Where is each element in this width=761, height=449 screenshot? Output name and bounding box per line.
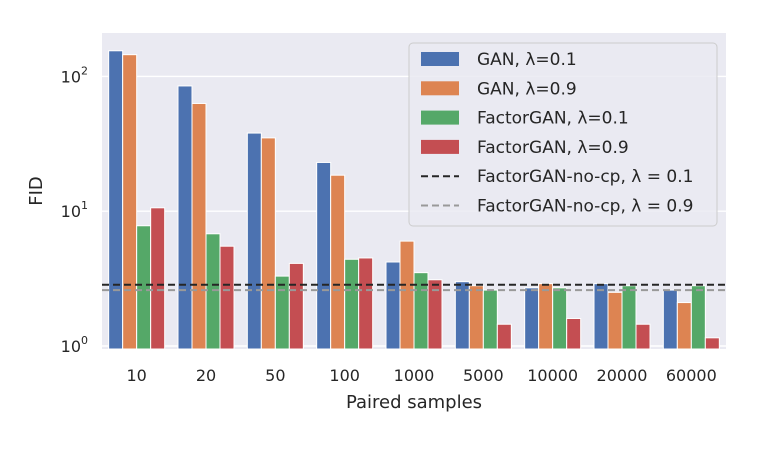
legend-swatch	[421, 110, 459, 125]
x-tick-label: 10000	[527, 366, 578, 385]
bar	[344, 258, 360, 350]
reference-lines	[102, 283, 726, 292]
y-tick-label: 102	[61, 64, 88, 86]
y-tick-label: 100	[61, 334, 88, 356]
bar	[330, 174, 346, 350]
bar	[136, 225, 152, 350]
bar	[676, 302, 692, 350]
bar	[704, 337, 720, 350]
bar	[593, 283, 609, 350]
bar	[385, 261, 401, 350]
bar	[150, 207, 166, 350]
y-tick-labels: 100 101 102	[61, 64, 88, 356]
x-tick-label: 5000	[463, 366, 504, 385]
bar	[482, 289, 498, 350]
bar	[690, 285, 706, 350]
bar	[274, 275, 290, 350]
x-tick-label: 10	[126, 366, 146, 385]
legend-box	[408, 42, 718, 227]
bar	[454, 281, 470, 350]
y-tick-label: 101	[61, 199, 88, 221]
bar	[566, 317, 582, 350]
bar	[219, 245, 235, 350]
bar	[607, 291, 623, 350]
x-tick-label: 50	[265, 366, 285, 385]
legend-entry: GAN, λ=0.1	[477, 50, 577, 70]
legend-swatch	[421, 81, 459, 96]
legend: GAN, λ=0.1 GAN, λ=0.9 FactorGAN, λ=0.1 Fact…	[408, 42, 718, 227]
y-axis-label: FID	[26, 176, 47, 206]
x-tick-label: 20	[196, 366, 216, 385]
bars	[108, 50, 720, 350]
x-tick-label: 20000	[597, 366, 648, 385]
bar	[246, 132, 262, 350]
x-tick-label: 1000	[394, 366, 435, 385]
x-tick-label: 60000	[666, 366, 717, 385]
legend-entry: FactorGAN-no-cp, λ = 0.1	[477, 167, 693, 187]
bar	[496, 323, 512, 350]
bar	[399, 240, 415, 350]
bar	[552, 287, 568, 350]
bar	[662, 289, 678, 350]
bar	[316, 161, 332, 350]
bar	[288, 262, 304, 350]
legend-swatch	[421, 139, 459, 154]
bar	[468, 285, 484, 350]
bar	[427, 279, 443, 350]
bar	[621, 285, 637, 350]
bar	[205, 233, 221, 350]
bar	[177, 85, 193, 350]
bar	[191, 102, 207, 350]
legend-entry: GAN, λ=0.9	[477, 79, 577, 99]
bar	[524, 287, 540, 350]
legend-swatch	[421, 52, 459, 66]
legend-entry: FactorGAN, λ=0.1	[477, 109, 629, 129]
bar	[122, 54, 138, 350]
legend-entry: FactorGAN-no-cp, λ = 0.9	[477, 197, 693, 217]
x-tick-labels: 10 20 50 100 1000 5000 10000 20000 60000	[126, 366, 716, 385]
x-tick-label: 100	[329, 366, 360, 385]
bar	[260, 137, 276, 350]
bar	[108, 50, 124, 350]
bar	[358, 257, 374, 350]
legend-entry: FactorGAN, λ=0.9	[477, 138, 629, 158]
bar	[538, 283, 554, 350]
x-axis-label: Paired samples	[346, 392, 482, 413]
bar	[635, 323, 651, 350]
